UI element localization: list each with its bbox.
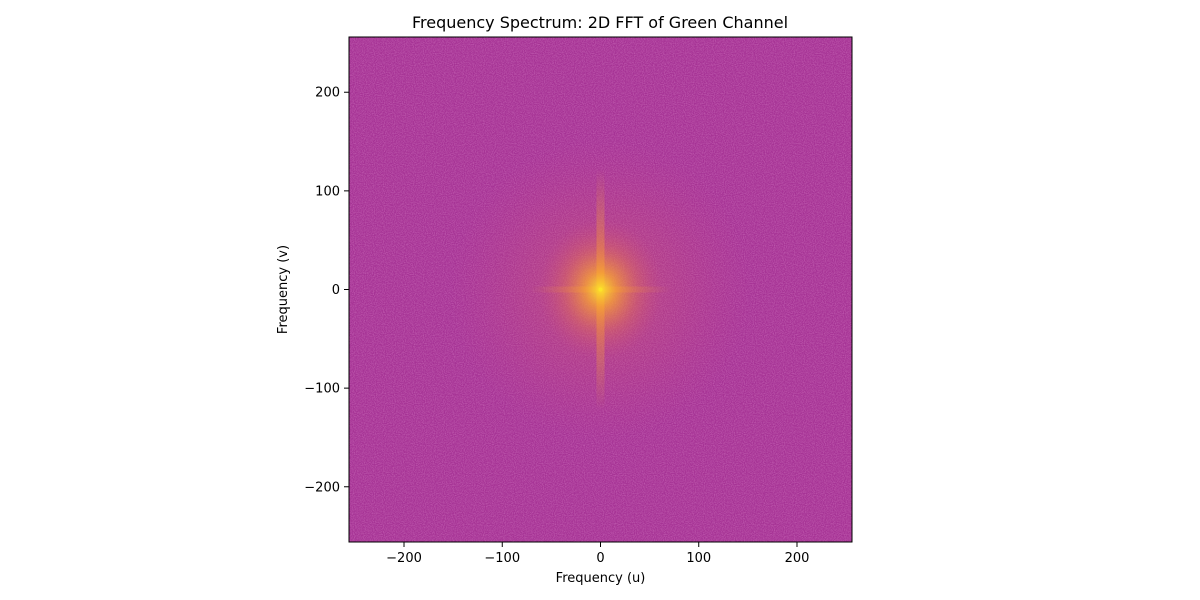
x-tick-label: −100 xyxy=(484,551,520,566)
x-tick-label: 0 xyxy=(596,551,604,566)
spectrum-peak xyxy=(598,287,603,292)
x-tick-label: 100 xyxy=(686,551,711,566)
x-tick-label: 200 xyxy=(785,551,810,566)
y-axis-label: Frequency (v) xyxy=(276,245,291,334)
x-axis-ticks: −200 −100 0 100 200 xyxy=(386,542,809,566)
x-tick-label: −200 xyxy=(386,551,422,566)
y-tick-label: −100 xyxy=(304,382,340,397)
plot-area xyxy=(349,37,852,542)
chart-title: Frequency Spectrum: 2D FFT of Green Chan… xyxy=(412,13,788,32)
y-tick-label: 200 xyxy=(315,86,340,101)
y-tick-label: −200 xyxy=(304,480,340,495)
y-tick-label: 0 xyxy=(332,283,340,298)
x-axis-label: Frequency (u) xyxy=(556,571,646,586)
y-axis-ticks: −200 −100 0 100 200 xyxy=(304,86,349,495)
y-tick-label: 100 xyxy=(315,184,340,199)
